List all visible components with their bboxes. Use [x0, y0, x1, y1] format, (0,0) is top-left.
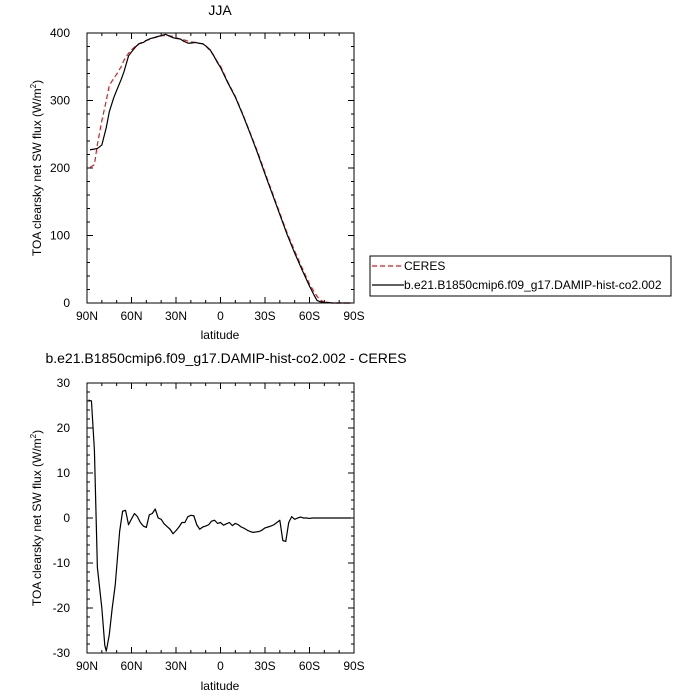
bottom-y-tick-label: 20 [57, 421, 71, 435]
top-y-tick-label: 200 [50, 161, 70, 175]
bottom-x-axis-label: latitude [201, 679, 240, 693]
bottom-y-tick-label: -20 [53, 601, 71, 615]
top-plot-frame [86, 32, 355, 304]
top-x-axis-label: latitude [201, 328, 240, 342]
top-y-axis-label: TOA clearsky net SW flux (W/m2) [29, 80, 44, 256]
top-y-tick-label: 300 [50, 94, 70, 108]
bottom-plot-frame [86, 382, 355, 654]
top-y-tick-label: 0 [63, 296, 70, 310]
bottom-chart-title: b.e21.B1850cmip6.f09_g17.DAMIP-hist-co2.… [45, 350, 406, 366]
top-x-tick-label: 30N [165, 309, 187, 323]
bottom-series-line-0 [88, 399, 352, 652]
top-series-lines [89, 33, 352, 304]
bottom-x-tick-label: 0 [217, 659, 224, 673]
bottom-y-tick-label: -10 [53, 556, 71, 570]
bottom-y-tick-label: 10 [57, 466, 71, 480]
bottom-y-tick-label: 0 [63, 511, 70, 525]
top-x-tick-label: 30S [254, 309, 275, 323]
bottom-y-axis-label-text: TOA clearsky net SW flux (W/m2) [29, 430, 44, 606]
bottom-x-tick-label: 60S [299, 659, 320, 673]
top-y-tick-label: 100 [50, 229, 70, 243]
top-x-tick-label: 90S [343, 309, 364, 323]
bottom-panel: b.e21.B1850cmip6.f09_g17.DAMIP-hist-co2.… [29, 350, 407, 693]
top-series-line-1 [89, 33, 352, 304]
bottom-x-tick-label: 30S [254, 659, 275, 673]
bottom-series-lines [88, 399, 352, 652]
bottom-y-tick-label: -30 [53, 646, 71, 660]
top-axes: 90N 60N 30N 0 30S 60S 90S 0 100 200 300 400 [50, 26, 365, 323]
top-x-tick-label: 90N [76, 309, 98, 323]
top-series-line-0 [89, 35, 352, 304]
top-chart-title: JJA [208, 2, 232, 18]
top-x-tick-label: 0 [217, 309, 224, 323]
bottom-x-tick-label: 30N [165, 659, 187, 673]
legend-box [369, 255, 672, 297]
legend: CERES b.e21.B1850cmip6.f09_g17.DAMIP-his… [369, 255, 672, 297]
bottom-x-tick-label: 60N [120, 659, 142, 673]
legend-label-model: b.e21.B1850cmip6.f09_g17.DAMIP-hist-co2.… [404, 278, 662, 292]
legend-label-ceres: CERES [404, 259, 445, 273]
bottom-x-tick-label: 90S [343, 659, 364, 673]
top-panel: JJA TOA clearsky net SW flux (W/m2) 90N 6… [29, 2, 365, 342]
bottom-x-tick-label: 90N [76, 659, 98, 673]
top-y-tick-label: 400 [50, 26, 70, 40]
top-x-tick-label: 60S [299, 309, 320, 323]
bottom-y-axis-label: TOA clearsky net SW flux (W/m2) [29, 430, 44, 606]
bottom-y-tick-label: 30 [57, 376, 71, 390]
top-y-axis-label-text: TOA clearsky net SW flux (W/m2) [29, 80, 44, 256]
top-x-tick-label: 60N [120, 309, 142, 323]
